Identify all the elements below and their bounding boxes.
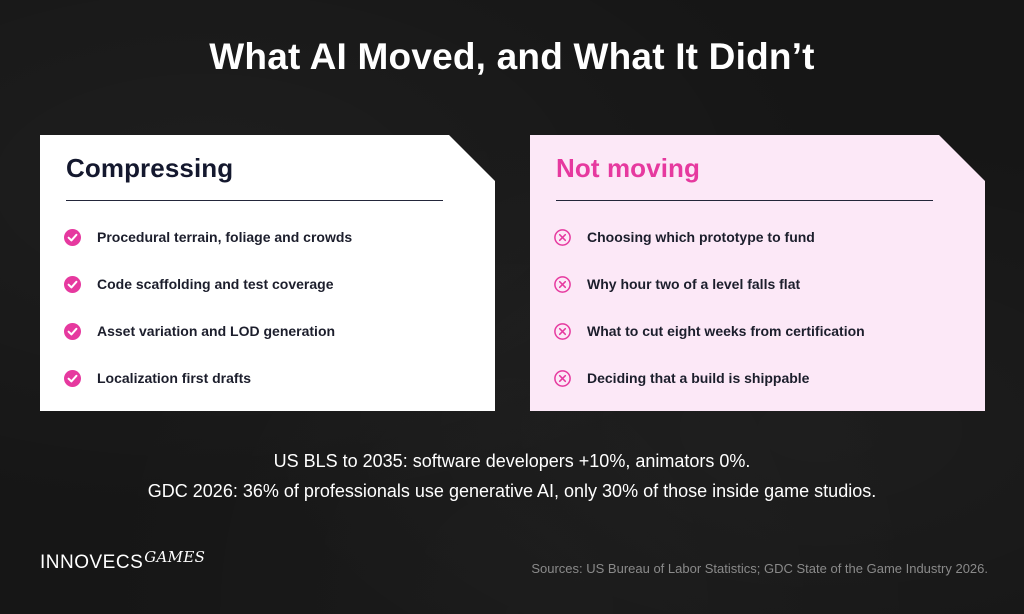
list-item-label: Procedural terrain, foliage and crowds — [97, 229, 353, 245]
list-item: Asset variation and LOD generation — [64, 321, 335, 341]
x-circle-icon — [554, 322, 571, 340]
page-title: What AI Moved, and What It Didn’t — [209, 36, 815, 77]
stats-line-gdc: GDC 2026: 36% of professionals use gener… — [147, 481, 877, 501]
list-item: Choosing which prototype to fund — [554, 227, 815, 247]
list-item-label: Asset variation and LOD generation — [97, 323, 336, 339]
stats-block: US BLS to 2035: software developers +10%… — [0, 446, 1024, 506]
check-circle-icon — [64, 275, 81, 293]
not-moving-card: Not moving Choosing which prototype to f… — [530, 135, 985, 411]
card-heading-compressing: Compressing — [66, 153, 234, 183]
sources-note: Sources: US Bureau of Labor Statistics; … — [531, 561, 988, 576]
list-item-label: Choosing which prototype to fund — [587, 229, 815, 245]
list-item: Deciding that a build is shippable — [554, 368, 809, 388]
list-item: Localization first drafts — [64, 368, 251, 388]
x-circle-icon — [554, 228, 571, 246]
compressing-card: Compressing Procedural terrain, foliage … — [40, 135, 495, 411]
list-item: Code scaffolding and test coverage — [64, 274, 334, 294]
check-circle-icon — [64, 228, 81, 246]
x-circle-icon — [554, 275, 571, 293]
list-item-label: Localization first drafts — [97, 370, 252, 386]
logo-script: GAMES — [144, 548, 206, 566]
check-circle-icon — [64, 369, 81, 387]
card-heading-not-moving: Not moving — [556, 153, 700, 183]
list-item-label: What to cut eight weeks from certificati… — [587, 323, 865, 339]
list-item: Procedural terrain, foliage and crowds — [64, 227, 352, 247]
check-circle-icon — [64, 322, 81, 340]
list-item-label: Why hour two of a level falls flat — [587, 276, 801, 292]
list-item: What to cut eight weeks from certificati… — [554, 321, 865, 341]
list-item: Why hour two of a level falls flat — [554, 274, 800, 294]
innovecs-games-logo: INNOVECS GAMES — [40, 548, 205, 574]
logo-wordmark: INNOVECS — [40, 552, 144, 573]
list-item-label: Code scaffolding and test coverage — [97, 276, 334, 292]
stats-line-bls: US BLS to 2035: software developers +10%… — [273, 451, 751, 471]
divider — [66, 200, 443, 201]
x-circle-icon — [554, 369, 571, 387]
list-item-label: Deciding that a build is shippable — [587, 370, 810, 386]
divider — [556, 200, 933, 201]
